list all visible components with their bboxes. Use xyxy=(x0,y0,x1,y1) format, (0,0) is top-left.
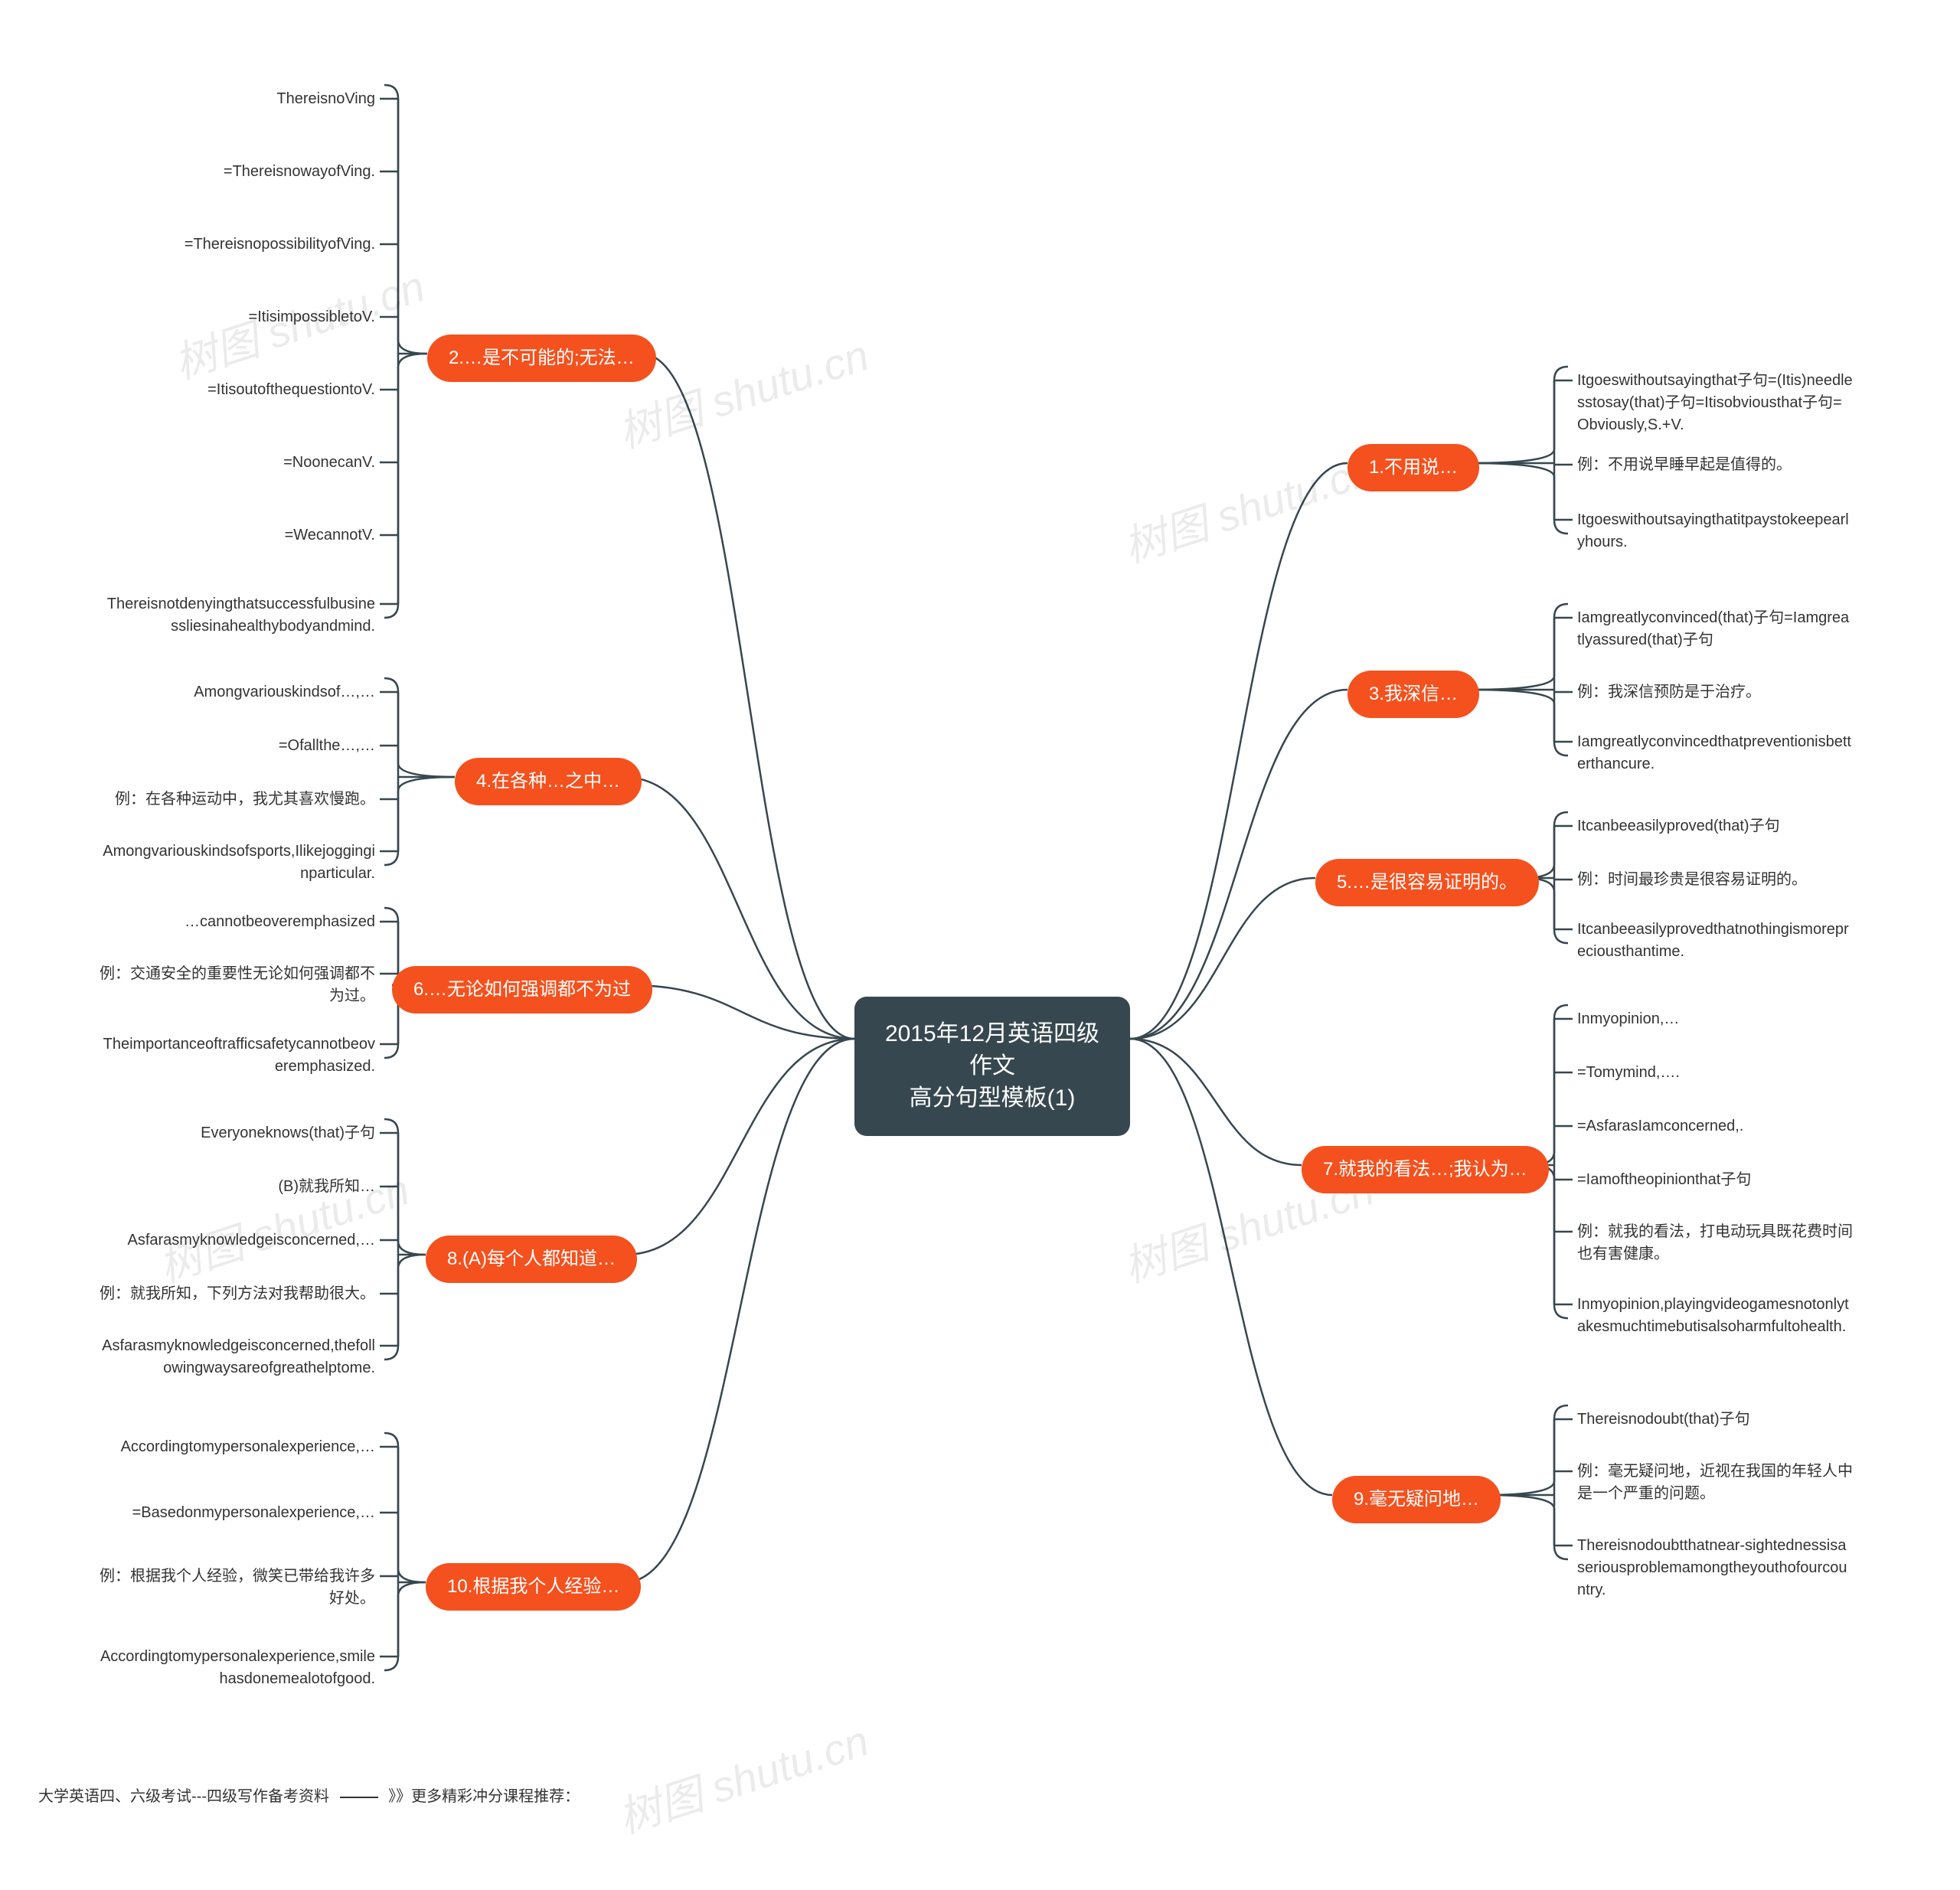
leaf: Everyoneknows(that)子句 xyxy=(100,1122,375,1144)
leaf: Itgoeswithoutsayingthat子句=(Itis)needless… xyxy=(1577,370,1853,436)
branch-b6: 6.…无论如何强调都不为过 xyxy=(392,966,652,1014)
branch-b10: 10.根据我个人经验… xyxy=(426,1563,641,1611)
branch-b3: 3.我深信… xyxy=(1348,671,1479,718)
footer: 大学英语四、六级考试---四级写作备考资料 》》更多精彩冲分课程推荐： xyxy=(38,1784,580,1806)
leaf: 例：交通安全的重要性无论如何强调都不为过。 xyxy=(100,963,375,1007)
leaf: Accordingtomypersonalexperience,smilehas… xyxy=(100,1646,375,1690)
leaf: Theimportanceoftrafficsafetycannotbeover… xyxy=(100,1033,375,1078)
branch-b7: 7.就我的看法…;我认为… xyxy=(1302,1146,1549,1193)
leaf: =Ofallthe…,… xyxy=(100,735,375,757)
leaf: Iamgreatlyconvincedthatpreventionisbette… xyxy=(1577,731,1853,775)
branch-b4: 4.在各种…之中… xyxy=(455,758,642,805)
leaf: Amongvariouskindsofsports,Ilikejoggingin… xyxy=(100,841,375,885)
branch-b8: 8.(A)每个人都知道… xyxy=(426,1236,637,1283)
leaf: =Iamoftheopinionthat子句 xyxy=(1577,1169,1751,1191)
leaf: Accordingtomypersonalexperience,… xyxy=(100,1436,375,1458)
leaf: =Basedonmypersonalexperience,… xyxy=(100,1502,375,1524)
leaf: 例：我深信预防是于治疗。 xyxy=(1577,681,1761,703)
leaf: 例：就我所知，下列方法对我帮助很大。 xyxy=(100,1283,375,1305)
leaf: =WecannotV. xyxy=(100,524,375,547)
watermark: 树图 shutu.cn xyxy=(1115,436,1381,576)
footer-dash xyxy=(340,1797,378,1798)
branch-b5: 5.…是很容易证明的。 xyxy=(1315,859,1539,906)
leaf: 例：在各种运动中，我尤其喜欢慢跑。 xyxy=(100,788,375,811)
leaf: 例：时间最珍贵是很容易证明的。 xyxy=(1577,869,1807,891)
leaf: Itcanbeeasilyproved(that)子句 xyxy=(1577,815,1780,837)
leaf: ThereisnoVing xyxy=(100,88,375,110)
leaf: Inmyopinion,playingvideogamesnotonlytake… xyxy=(1577,1294,1853,1338)
leaf: Thereisnodoubtthatnear-sightednessisaser… xyxy=(1577,1535,1853,1601)
leaf: =ItisoutofthequestiontoV. xyxy=(100,379,375,401)
leaf: =Tomymind,…. xyxy=(1577,1062,1680,1084)
leaf: 例：毫无疑问地，近视在我国的年轻人中是一个严重的问题。 xyxy=(1577,1461,1853,1505)
leaf: =ItisimpossibletoV. xyxy=(100,306,375,328)
leaf: (B)就我所知… xyxy=(100,1176,375,1198)
leaf: 例：就我的看法，打电动玩具既花费时间也有害健康。 xyxy=(1577,1221,1853,1265)
footer-right: 》》更多精彩冲分课程推荐： xyxy=(388,1788,580,1805)
branch-b2: 2.…是不可能的;无法… xyxy=(427,335,656,382)
branch-b9: 9.毫无疑问地… xyxy=(1332,1476,1501,1523)
leaf: Itgoeswithoutsayingthatitpaystokeepearly… xyxy=(1577,509,1853,553)
root-node: 2015年12月英语四级作文 高分句型模板(1) xyxy=(854,997,1130,1136)
leaf: Thereisnodoubt(that)子句 xyxy=(1577,1409,1750,1431)
leaf: Asfarasmyknowledgeisconcerned,thefollowi… xyxy=(100,1335,375,1379)
leaf: Amongvariouskindsof…,… xyxy=(100,681,375,703)
leaf: Thereisnotdenyingthatsuccessfulbusinessl… xyxy=(100,593,375,638)
leaf: 例：不用说早睡早起是值得的。 xyxy=(1577,454,1792,476)
leaf: =NoonecanV. xyxy=(100,452,375,474)
leaf: =AsfarasIamconcerned,. xyxy=(1577,1115,1743,1138)
footer-left: 大学英语四、六级考试---四级写作备考资料 xyxy=(38,1788,329,1805)
leaf: 例：根据我个人经验，微笑已带给我许多好处。 xyxy=(100,1565,375,1610)
branch-b1: 1.不用说… xyxy=(1348,444,1479,491)
leaf: =ThereisnowayofVing. xyxy=(100,161,375,183)
leaf: =ThereisnopossibilityofVing. xyxy=(100,233,375,256)
leaf: Itcanbeeasilyprovedthatnothingismoreprec… xyxy=(1577,919,1853,963)
leaf: Iamgreatlyconvinced(that)子句=Iamgreatlyas… xyxy=(1577,607,1853,651)
leaf: Asfarasmyknowledgeisconcerned,… xyxy=(100,1229,375,1252)
leaf: Inmyopinion,… xyxy=(1577,1008,1679,1030)
leaf: …cannotbeoveremphasized xyxy=(100,911,375,933)
watermark: 树图 shutu.cn xyxy=(609,1707,876,1846)
